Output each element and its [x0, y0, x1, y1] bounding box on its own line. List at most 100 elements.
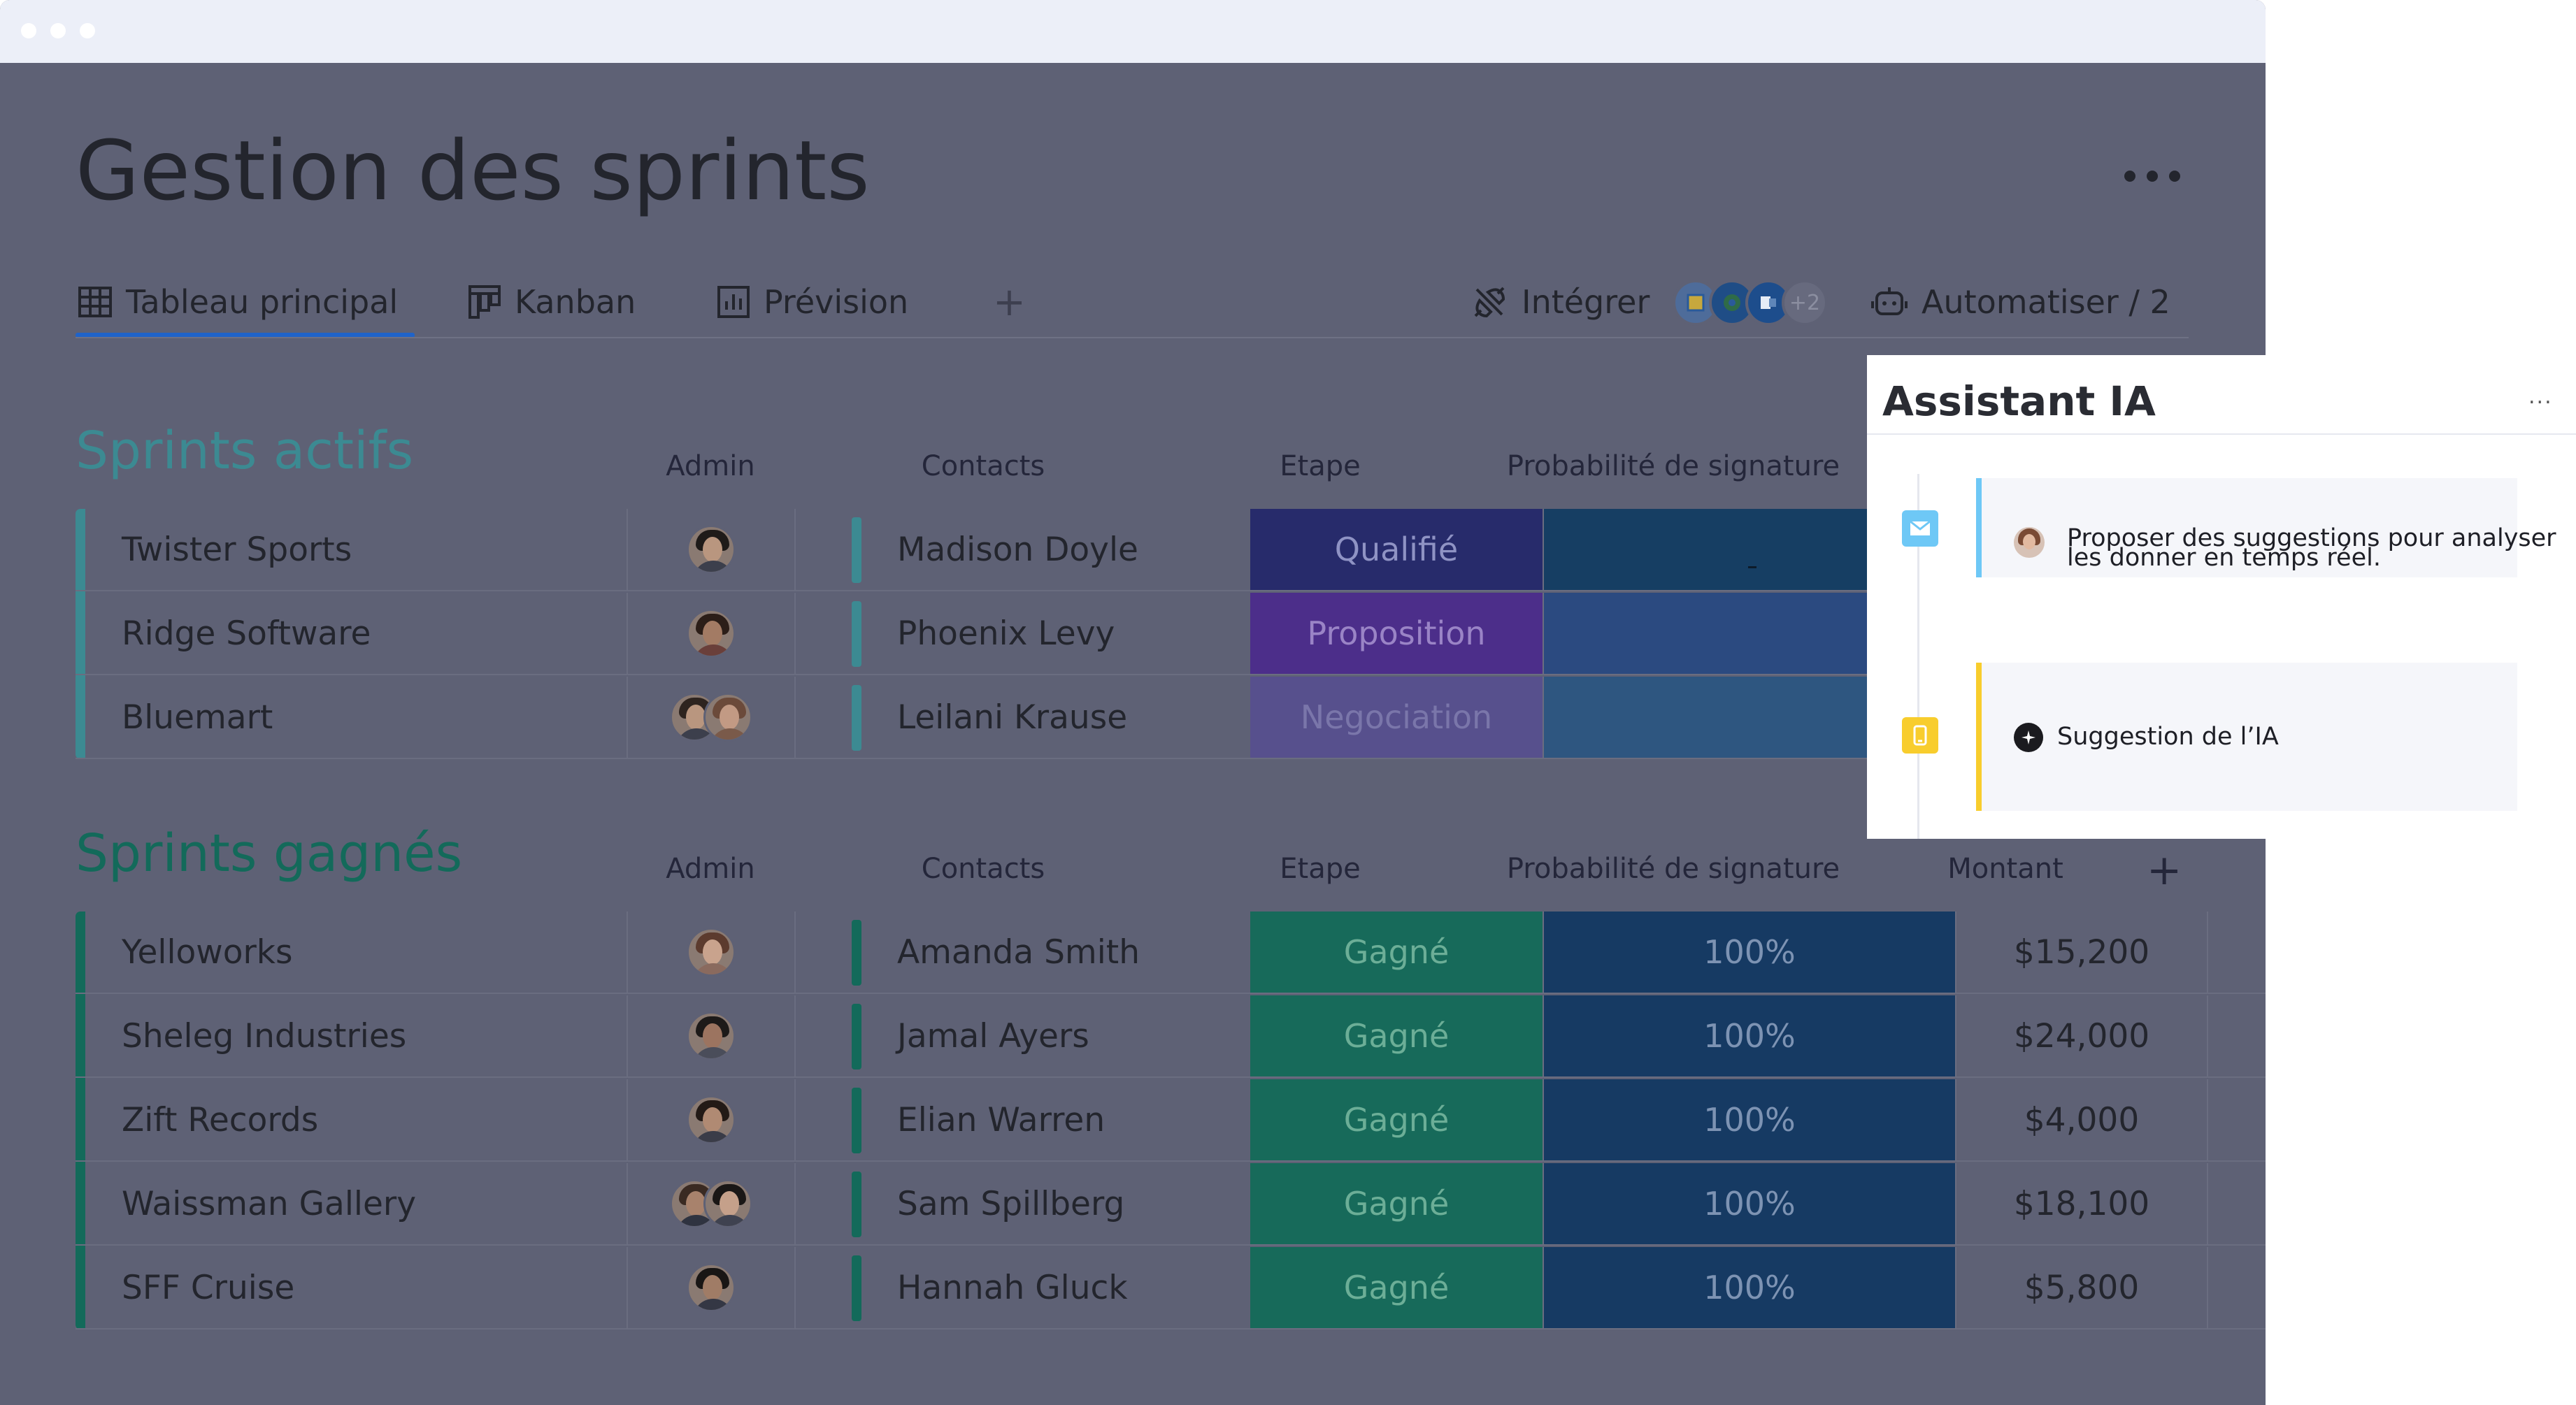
integration-apps[interactable]: +2: [1673, 275, 1833, 333]
column-header-contacts[interactable]: Contacts: [921, 853, 1045, 885]
amount-cell[interactable]: $15,200: [1956, 912, 2208, 994]
tab-kanban[interactable]: Kanban: [468, 281, 636, 323]
add-view-button[interactable]: +: [993, 279, 1026, 325]
empty-cell: [2208, 1247, 2266, 1330]
stage-status[interactable]: Gagné: [1250, 912, 1544, 994]
table-row[interactable]: Zift Records Elian Warren Gagné 100% $4,…: [76, 1079, 2266, 1163]
contact-cell[interactable]: Amanda Smith: [796, 912, 1250, 994]
group-title-won[interactable]: Sprints gagnés: [76, 823, 463, 884]
group-title-active[interactable]: Sprints actifs: [76, 421, 414, 481]
mail-icon: [1902, 510, 1938, 547]
item-name[interactable]: Sheleg Industries: [76, 995, 628, 1078]
stage-status[interactable]: Gagné: [1250, 995, 1544, 1078]
empty-cell: [2208, 1163, 2266, 1246]
assistant-title: Assistant IA: [1882, 377, 2156, 425]
table-row[interactable]: Yelloworks Amanda Smith Gagné 100% $15,2…: [76, 912, 2266, 995]
contact-name: Leilani Krause: [897, 698, 1128, 737]
item-name[interactable]: Yelloworks: [76, 912, 628, 994]
window-dot[interactable]: [80, 23, 95, 38]
page-title: Gestion des sprints: [76, 122, 870, 219]
item-name[interactable]: Zift Records: [76, 1079, 628, 1162]
empty-cell: [2208, 912, 2266, 994]
column-header-amount[interactable]: Montant: [1947, 853, 2063, 885]
more-apps-badge[interactable]: +2: [1782, 280, 1828, 326]
chart-icon: [717, 286, 750, 318]
item-name[interactable]: Bluemart: [76, 677, 628, 759]
item-name[interactable]: Twister Sports: [76, 509, 628, 591]
stage-status[interactable]: Gagné: [1250, 1247, 1544, 1330]
amount-cell[interactable]: $5,800: [1956, 1247, 2208, 1330]
tab-label: Tableau principal: [126, 283, 399, 321]
probability-cell[interactable]: 100%: [1544, 912, 1956, 994]
table-row[interactable]: Waissman Gallery Sam Spillberg Gagné 100…: [76, 1163, 2266, 1247]
column-header-probability[interactable]: Probabilité de signature: [1506, 450, 1840, 482]
admin-cell[interactable]: [628, 509, 796, 591]
amount-cell[interactable]: $4,000: [1956, 1079, 2208, 1162]
admin-cell[interactable]: [628, 995, 796, 1078]
amount-cell[interactable]: $24,000: [1956, 995, 2208, 1078]
admin-cell[interactable]: [628, 1163, 796, 1246]
avatar: [687, 609, 736, 658]
contact-cell[interactable]: Madison Doyle: [796, 509, 1250, 591]
automate-label: Automatiser / 2: [1922, 283, 2170, 321]
add-column-button[interactable]: +: [2147, 846, 2182, 895]
column-header-stage[interactable]: Etape: [1280, 450, 1361, 482]
probability-cell[interactable]: 100%: [1544, 1247, 1956, 1330]
group-color-bar: [76, 509, 85, 759]
admin-cell[interactable]: [628, 912, 796, 994]
integrate-button[interactable]: Intégrer: [1471, 281, 1650, 323]
column-header-admin[interactable]: Admin: [666, 450, 755, 482]
stage-status[interactable]: Qualifié: [1250, 509, 1544, 591]
column-header-stage[interactable]: Etape: [1280, 853, 1361, 885]
contact-name: Hannah Gluck: [897, 1268, 1128, 1307]
item-name[interactable]: SFF Cruise: [76, 1247, 628, 1330]
probability-cell[interactable]: 100%: [1544, 1163, 1956, 1246]
contact-color-bar: [852, 601, 861, 667]
probability-cell[interactable]: 100%: [1544, 995, 1956, 1078]
group-color-bar: [76, 912, 85, 1330]
window-dot[interactable]: [50, 23, 66, 38]
amount-cell[interactable]: $18,100: [1956, 1163, 2208, 1246]
contact-color-bar: [852, 1172, 861, 1237]
more-options-icon[interactable]: [2124, 171, 2191, 185]
item-name[interactable]: Waissman Gallery: [76, 1163, 628, 1246]
stage-status[interactable]: Gagné: [1250, 1163, 1544, 1246]
contact-color-bar: [852, 1004, 861, 1069]
kanban-icon: [468, 285, 501, 319]
suggestion-card[interactable]: Proposer des suggestions pour analyser l…: [1976, 478, 2556, 577]
contact-cell[interactable]: Jamal Ayers: [796, 995, 1250, 1078]
stage-status[interactable]: Proposition: [1250, 593, 1544, 675]
column-header-admin[interactable]: Admin: [666, 853, 755, 885]
admin-cell[interactable]: [628, 593, 796, 675]
contact-cell[interactable]: Phoenix Levy: [796, 593, 1250, 675]
table-row[interactable]: Sheleg Industries Jamal Ayers Gagné 100%…: [76, 995, 2266, 1079]
contact-name: Phoenix Levy: [897, 614, 1115, 653]
integrate-icon: [1474, 287, 1505, 318]
admin-cell[interactable]: [628, 1079, 796, 1162]
ai-suggestion-label: Suggestion de l’IA: [2057, 723, 2279, 751]
stage-status[interactable]: Gagné: [1250, 1079, 1544, 1162]
tab-tableau-principal[interactable]: Tableau principal: [78, 281, 398, 323]
window-dot[interactable]: [21, 23, 36, 38]
admin-cell[interactable]: [628, 677, 796, 759]
contact-cell[interactable]: Leilani Krause: [796, 677, 1250, 759]
contact-cell[interactable]: Hannah Gluck: [796, 1247, 1250, 1330]
tabs-divider: [76, 337, 2189, 338]
stage-status[interactable]: Negociation: [1250, 677, 1544, 759]
probability-cell[interactable]: 100%: [1544, 1079, 1956, 1162]
item-name[interactable]: Ridge Software: [76, 593, 628, 675]
avatar: [687, 1095, 736, 1144]
contact-name: Madison Doyle: [897, 530, 1138, 569]
contact-cell[interactable]: Elian Warren: [796, 1079, 1250, 1162]
card-accent: [1976, 663, 1982, 811]
column-header-contacts[interactable]: Contacts: [921, 450, 1045, 482]
assistant-more-icon[interactable]: ...: [2528, 384, 2553, 409]
automate-button[interactable]: Automatiser / 2: [1871, 281, 2170, 323]
contact-cell[interactable]: Sam Spillberg: [796, 1163, 1250, 1246]
assistant-panel: Assistant IA ... Proposer des suggestion…: [1867, 355, 2576, 839]
tab-prevision[interactable]: Prévision: [717, 281, 908, 323]
column-header-probability[interactable]: Probabilité de signature: [1506, 853, 1840, 885]
admin-cell[interactable]: [628, 1247, 796, 1330]
table-row[interactable]: SFF Cruise Hannah Gluck Gagné 100% $5,80…: [76, 1247, 2266, 1331]
ai-suggestion-card[interactable]: Suggestion de l’IA: [1976, 663, 2517, 811]
